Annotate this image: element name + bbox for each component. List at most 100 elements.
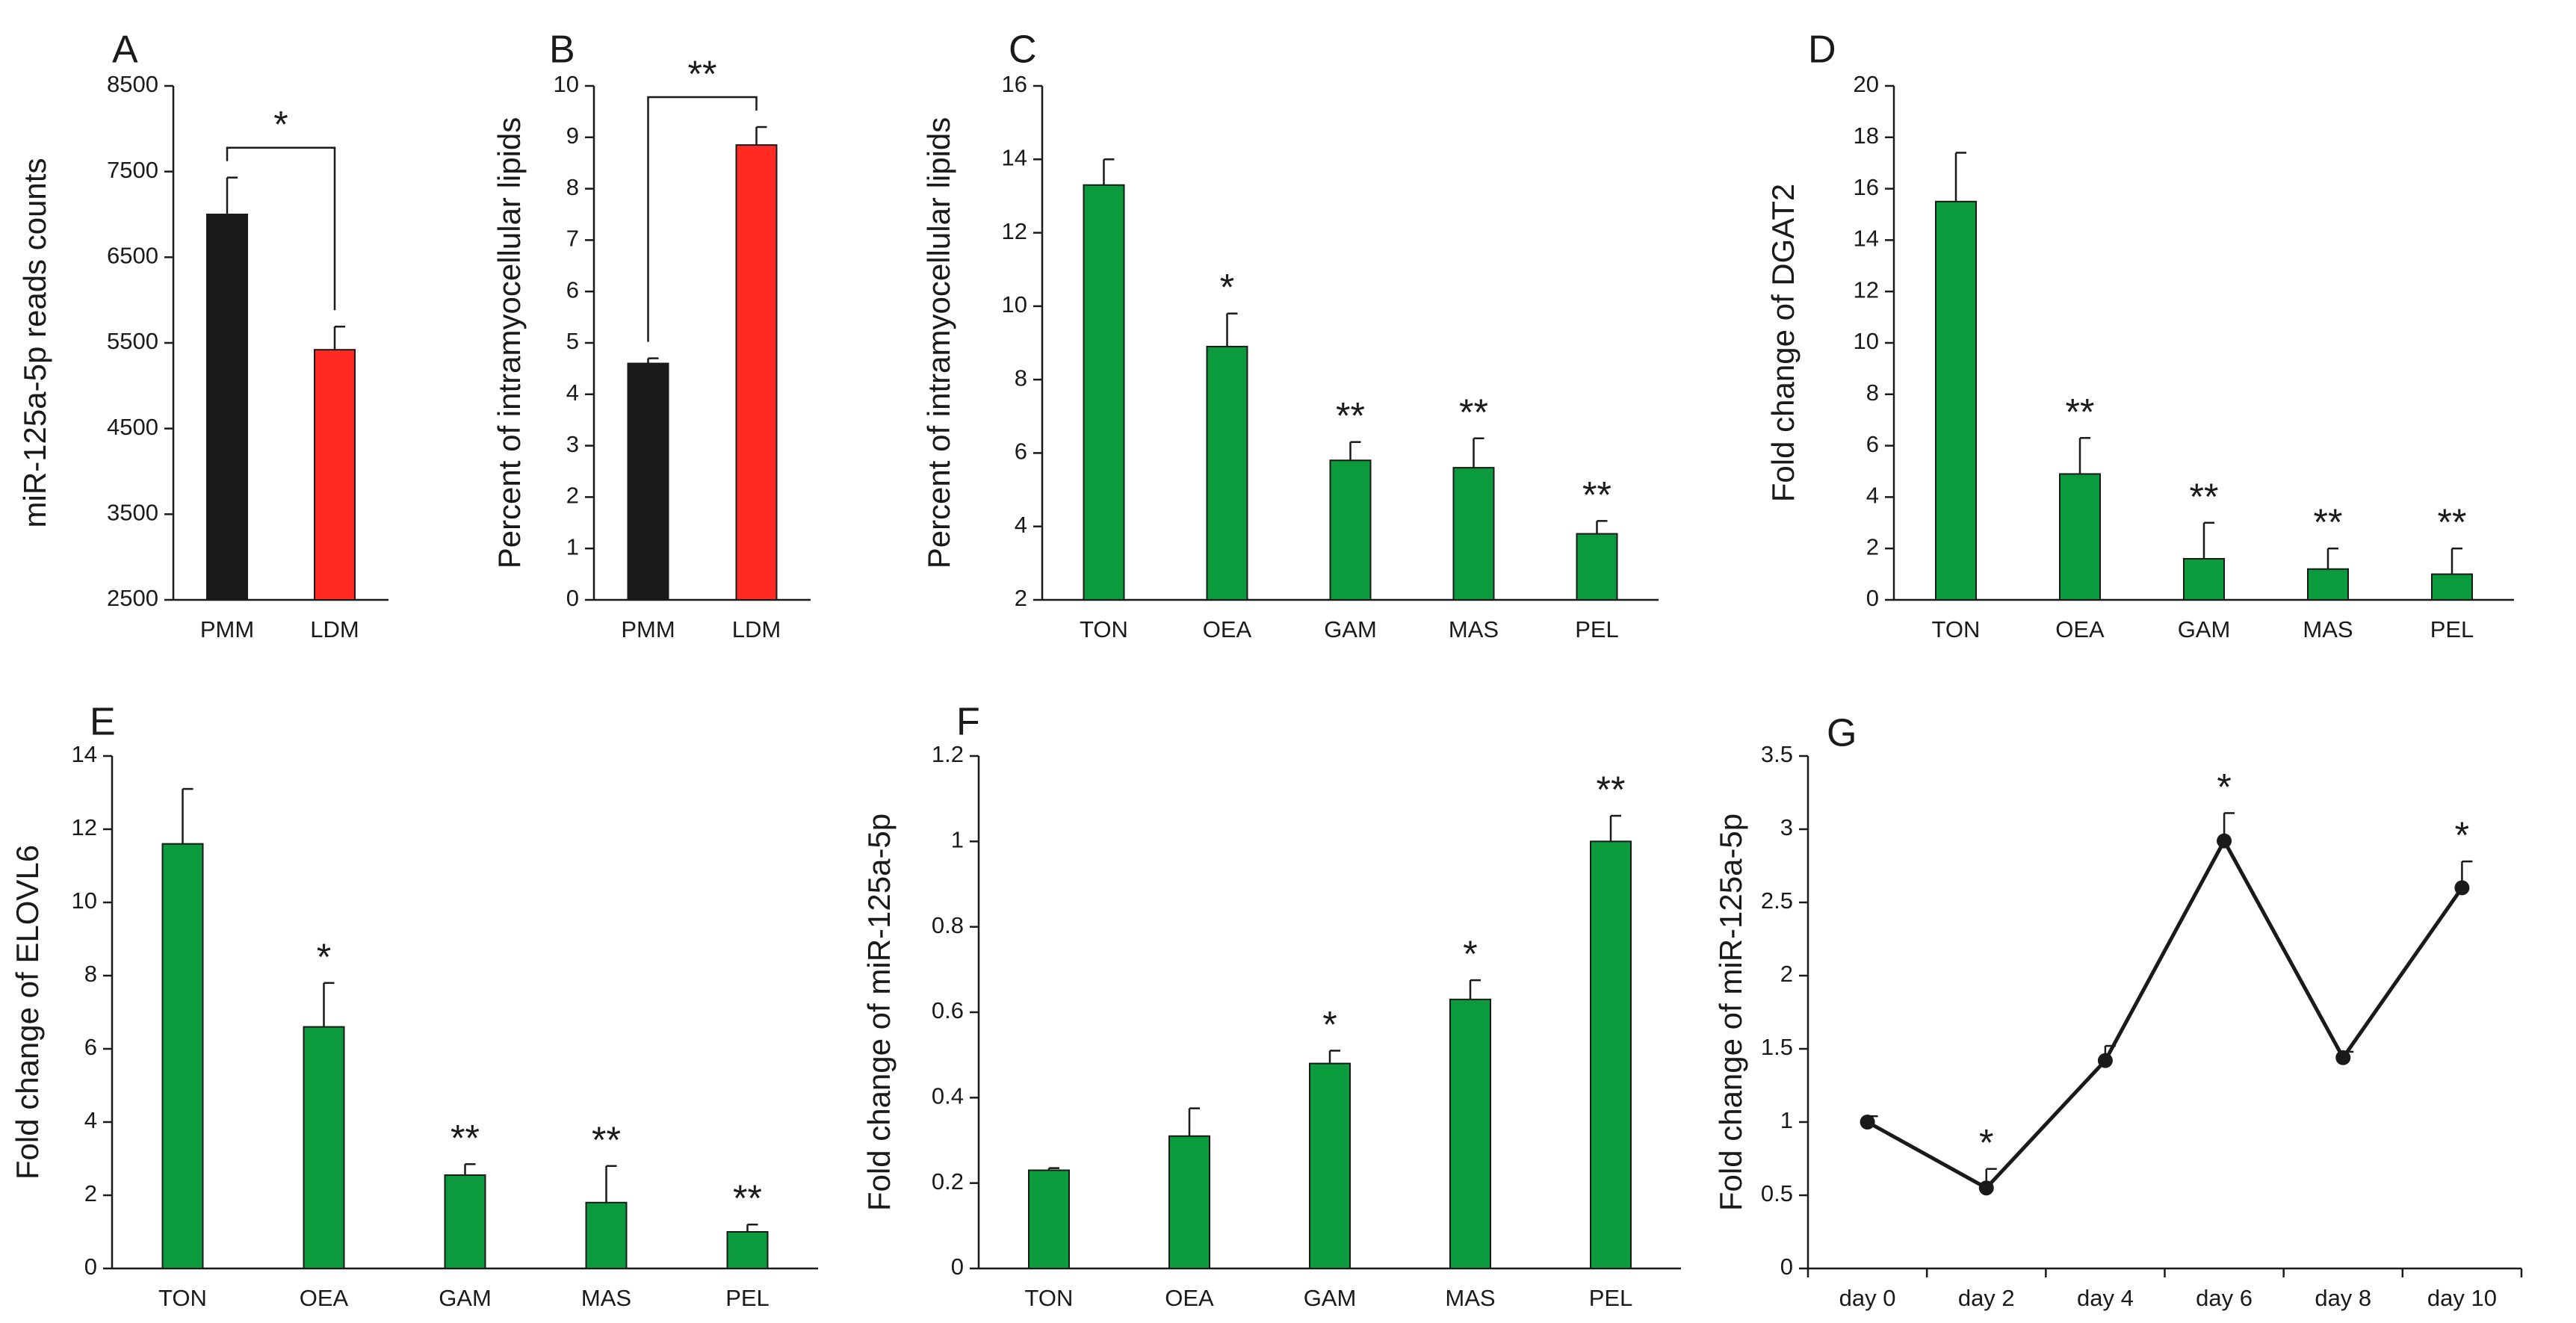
- series-line: [1866, 837, 2464, 1191]
- y-tick-label: 8500: [107, 71, 158, 97]
- data-point: [1978, 1180, 1994, 1196]
- x-tick-label: PEL: [725, 1285, 770, 1311]
- bar: [627, 362, 669, 601]
- y-tick-label: 0: [1780, 1254, 1793, 1280]
- significance-star: *: [1463, 933, 1477, 975]
- y-tick-label: 1: [951, 827, 964, 853]
- y-tick-label: 3: [566, 431, 579, 457]
- y-tick-label: 1.2: [932, 741, 964, 767]
- y-tick-label: 0: [566, 585, 579, 611]
- y-tick-label: 12: [1002, 218, 1027, 244]
- y-tick-label: 18: [1854, 123, 1879, 149]
- y-axis-label: Fold change of ELOVL6: [10, 845, 45, 1180]
- y-tick-label: 1: [566, 533, 579, 560]
- bar: [303, 1026, 345, 1269]
- panel-g: G Fold change of miR-125a-5p 0 0.5 1 1.5 2 2.5 3…: [1713, 712, 2523, 1311]
- x-tick-label: MAS: [2303, 616, 2353, 642]
- panel-f: F Fold change of miR-125a-5p 0 0.2 0.4 0.6 0.8…: [861, 701, 1681, 1311]
- panel-letter: G: [1827, 712, 1857, 755]
- y-tick-label: 14: [72, 741, 97, 767]
- bar: [735, 144, 778, 601]
- y-tick-label: 6: [1866, 431, 1879, 457]
- x-tick-label: PEL: [2430, 616, 2474, 642]
- significance-star: **: [2438, 501, 2467, 543]
- y-tick-label: 16: [1854, 174, 1879, 200]
- significance-star: **: [1336, 395, 1365, 437]
- significance-star: *: [1979, 1122, 1993, 1164]
- y-tick-label: 1: [1780, 1107, 1793, 1133]
- y-tick-label: 0: [84, 1254, 97, 1280]
- y-tick-label: 7: [566, 226, 579, 252]
- y-tick-label: 10: [554, 71, 579, 97]
- x-tick-label: MAS: [581, 1285, 631, 1311]
- bar: [1576, 533, 1618, 601]
- bar: [585, 1201, 628, 1270]
- y-tick-label: 14: [1002, 144, 1027, 170]
- significance-star: **: [451, 1117, 480, 1159]
- y-tick-label: 6: [566, 276, 579, 303]
- x-tick-label: PEL: [1575, 616, 1619, 642]
- significance-star: *: [2217, 766, 2231, 808]
- bar: [1206, 345, 1248, 601]
- panel-d: D Fold change of DGAT2 0 2 4 6 8 10 12 14 16 18 20 TO…: [1765, 28, 2514, 642]
- significance-star: **: [592, 1119, 621, 1161]
- data-point: [2217, 833, 2232, 849]
- significance-star: **: [2066, 391, 2095, 433]
- bar: [161, 843, 204, 1269]
- y-axis-label: Fold change of DGAT2: [1765, 184, 1801, 502]
- x-tick-label: OEA: [1203, 616, 1252, 642]
- x-tick-label: PEL: [1589, 1285, 1633, 1311]
- y-tick-label: 2: [84, 1180, 97, 1206]
- panel-letter: E: [90, 701, 116, 744]
- y-tick-label: 12: [1854, 276, 1879, 303]
- data-point: [2335, 1050, 2351, 1065]
- y-tick-label: 2.5: [1761, 887, 1793, 914]
- y-tick-label: 9: [566, 123, 579, 149]
- x-tick-label: day 6: [2196, 1285, 2253, 1311]
- y-axis-label: Fold change of miR-125a-5p: [1713, 814, 1748, 1211]
- panel-b: B Percent of intramyocellular lipids 0 1 2 3 4…: [492, 28, 811, 642]
- significance-star: **: [1582, 474, 1611, 515]
- y-tick-label: 0.8: [932, 912, 964, 938]
- bar: [2059, 473, 2101, 601]
- panel-letter: D: [1808, 28, 1836, 72]
- panel-letter: B: [549, 28, 575, 72]
- bar: [1449, 998, 1491, 1269]
- y-tick-label: 10: [1002, 291, 1027, 317]
- y-tick-label: 0: [1866, 585, 1879, 611]
- y-tick-label: 0.2: [932, 1168, 964, 1195]
- y-tick-label: 20: [1854, 71, 1879, 97]
- y-tick-label: 0.5: [1761, 1180, 1793, 1206]
- bar: [2183, 557, 2225, 601]
- significance-star: *: [1220, 267, 1234, 309]
- x-tick-label: OEA: [300, 1285, 349, 1311]
- significance-star: *: [2455, 814, 2469, 856]
- y-tick-label: 0.6: [932, 997, 964, 1023]
- y-axis-label: miR-125a-5p reads counts: [17, 158, 52, 528]
- x-tick-label: day 4: [2077, 1285, 2134, 1311]
- bar: [1028, 1169, 1070, 1270]
- significance-star: **: [1459, 391, 1488, 433]
- y-tick-label: 10: [72, 887, 97, 914]
- y-tick-label: 4500: [107, 414, 158, 440]
- x-tick-label: MAS: [1445, 1285, 1495, 1311]
- y-tick-label: 3: [1780, 814, 1793, 840]
- y-tick-label: 2: [1015, 585, 1027, 611]
- y-tick-label: 2: [1866, 533, 1879, 560]
- y-tick-label: 2: [1780, 961, 1793, 987]
- y-axis-label: Fold change of miR-125a-5p: [861, 814, 897, 1211]
- y-tick-label: 4: [566, 379, 579, 406]
- significance-star: *: [273, 104, 288, 146]
- y-tick-label: 5500: [107, 328, 158, 354]
- bar: [2307, 568, 2349, 601]
- panel-e: E Fold change of ELOVL6 0 2 4 6 8 10 12 14 TON OEA G…: [10, 701, 818, 1311]
- x-tick-label: GAM: [2178, 616, 2231, 642]
- y-tick-label: 6: [1015, 439, 1027, 465]
- y-tick-label: 8: [566, 174, 579, 200]
- x-tick-label: TON: [1025, 1285, 1074, 1311]
- bar: [206, 214, 248, 601]
- panel-letter: C: [1009, 28, 1037, 72]
- bar: [1935, 200, 1977, 601]
- x-tick-label: OEA: [2055, 616, 2105, 642]
